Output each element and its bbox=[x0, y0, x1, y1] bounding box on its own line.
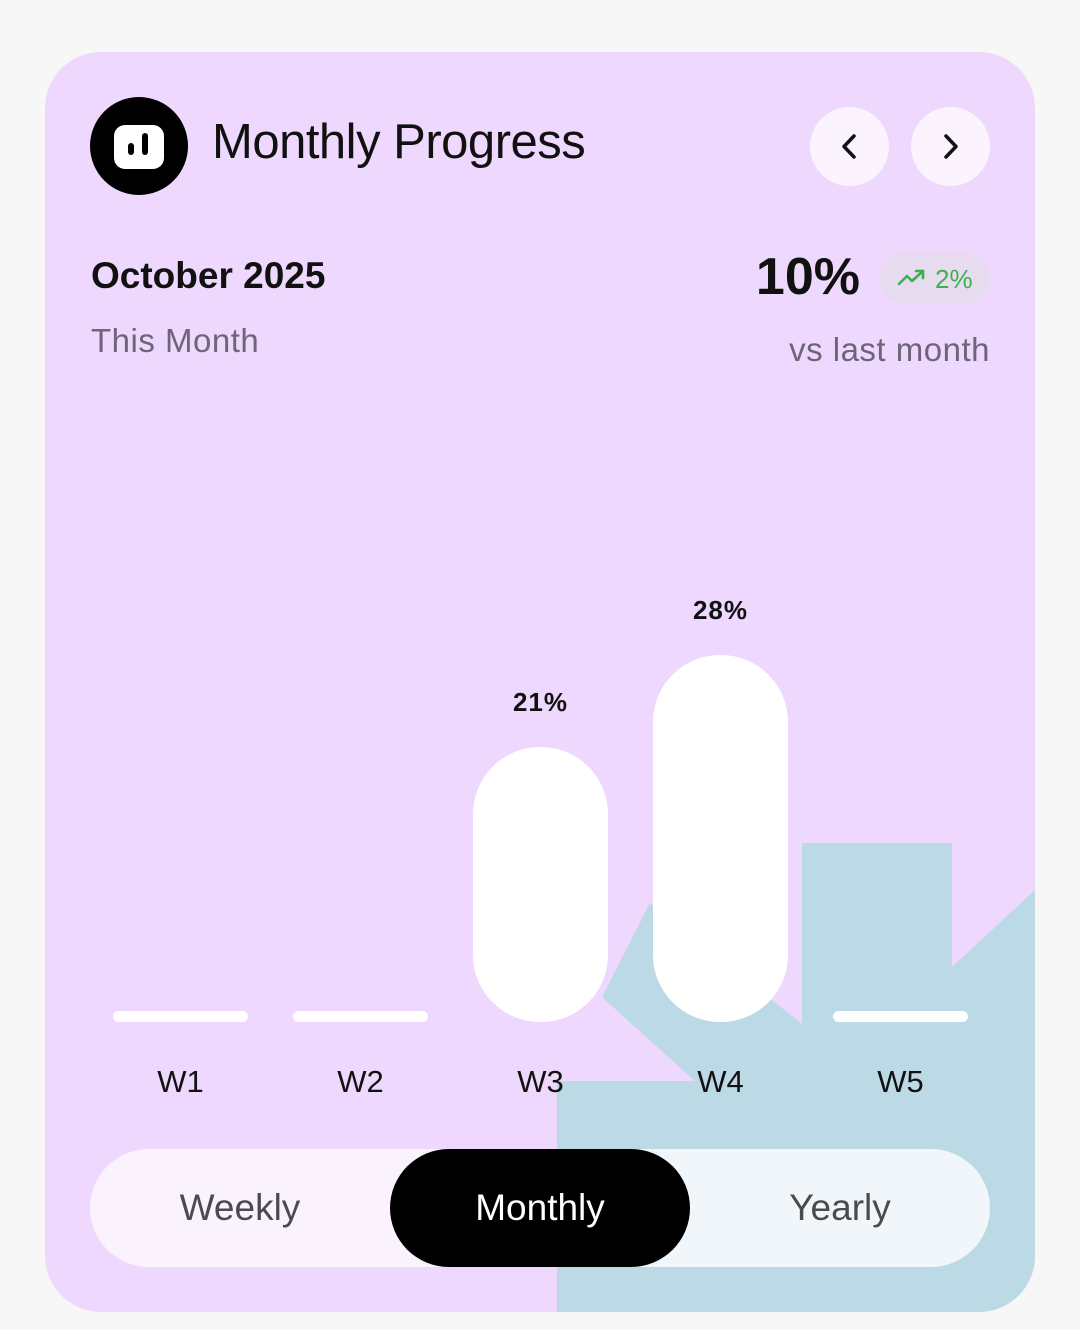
bar-chart-icon-badge bbox=[90, 97, 188, 195]
progress-card: Monthly Progress October 2025 This Month… bbox=[45, 52, 1035, 1312]
bar-w3 bbox=[473, 746, 608, 1022]
bar-w4 bbox=[653, 655, 788, 1022]
chevron-right-icon bbox=[944, 134, 958, 159]
period-subtitle: This Month bbox=[91, 322, 260, 359]
week-label-w2: W2 bbox=[337, 1064, 384, 1099]
change-value: 2% bbox=[935, 264, 973, 294]
bar-w5 bbox=[833, 1011, 968, 1022]
bar-value-label-w3: 21% bbox=[512, 686, 569, 717]
week-label-w5: W5 bbox=[877, 1064, 924, 1099]
period-segmented-control: Weekly Monthly Yearly bbox=[90, 1149, 990, 1267]
bar-w2 bbox=[293, 1011, 428, 1022]
progress-percent: 10% bbox=[755, 248, 860, 306]
change-badge: 2% bbox=[879, 253, 990, 303]
comparison-label: vs last month bbox=[789, 331, 990, 368]
tab-yearly[interactable]: Yearly bbox=[789, 1187, 891, 1228]
card-title: Monthly Progress bbox=[212, 115, 586, 169]
tab-monthly[interactable]: Monthly bbox=[390, 1149, 690, 1267]
week-label-w4: W4 bbox=[697, 1064, 744, 1099]
trending-up-icon bbox=[897, 269, 925, 286]
previous-button[interactable] bbox=[810, 107, 889, 186]
decorative-background-shape bbox=[557, 843, 1035, 1312]
period-label: October 2025 bbox=[91, 255, 326, 296]
bar-chart-icon bbox=[114, 125, 164, 169]
chevron-left-icon bbox=[842, 134, 856, 159]
week-label-w3: W3 bbox=[517, 1064, 564, 1099]
week-label-w1: W1 bbox=[157, 1064, 204, 1099]
bar-value-label-w4: 28% bbox=[692, 595, 749, 626]
tab-weekly[interactable]: Weekly bbox=[179, 1187, 301, 1228]
next-button[interactable] bbox=[911, 107, 990, 186]
bar-w1 bbox=[113, 1011, 248, 1022]
